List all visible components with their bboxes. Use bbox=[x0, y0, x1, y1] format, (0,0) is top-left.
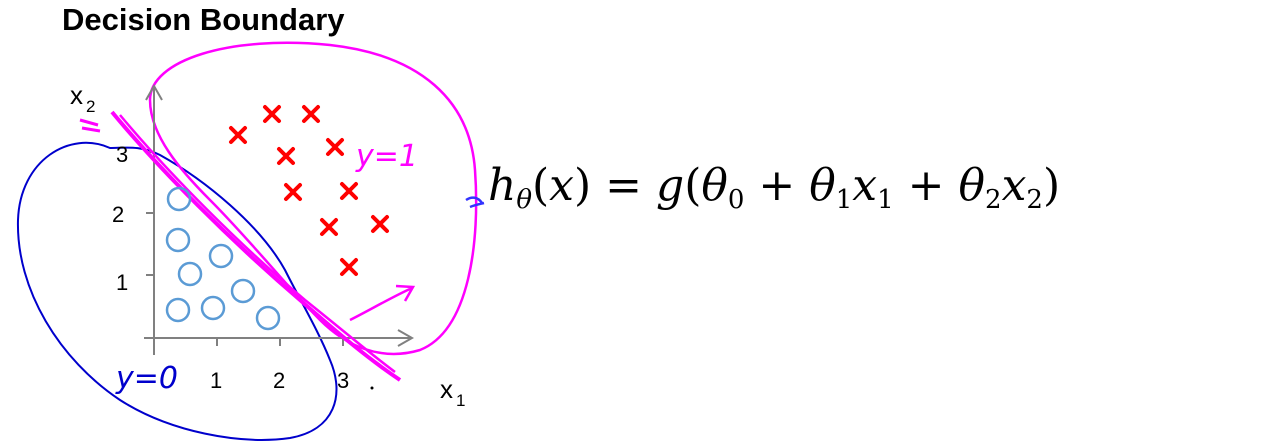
formula-paren-close: ) bbox=[1042, 160, 1061, 211]
positive-point bbox=[371, 215, 389, 233]
positive-point bbox=[326, 138, 344, 156]
y-axis-label: x bbox=[70, 80, 83, 110]
positive-point bbox=[263, 105, 281, 123]
formula-paren-open-2: ( bbox=[684, 160, 702, 211]
negative-point bbox=[177, 261, 203, 287]
formula-sub2b: 2 bbox=[1026, 185, 1043, 215]
y-tick-label-2: 2 bbox=[112, 202, 124, 227]
decision-boundary-line-overstroke bbox=[119, 114, 396, 374]
decision-boundary-line bbox=[110, 110, 402, 382]
negative-points bbox=[165, 186, 281, 331]
formula-sub1b: 1 bbox=[877, 185, 894, 215]
formula-plus-1: + bbox=[744, 160, 810, 211]
formula-x2: x bbox=[1001, 160, 1027, 211]
positive-region-outline bbox=[148, 41, 478, 356]
formula-sub2: 2 bbox=[985, 185, 1002, 215]
hypothesis-formula: hθ(x) = g(θ0 + θ1x1 + θ2x2) bbox=[488, 160, 1060, 215]
x-tick-label-1: 1 bbox=[210, 368, 222, 393]
formula-plus-2: + bbox=[893, 160, 959, 211]
formula-g: g bbox=[656, 160, 685, 211]
y-axis-arrow bbox=[145, 83, 163, 101]
positive-point bbox=[277, 147, 295, 165]
formula-theta2: θ bbox=[958, 160, 986, 211]
positive-point bbox=[229, 126, 247, 144]
negative-point bbox=[165, 297, 191, 323]
formula-x: x bbox=[549, 160, 574, 211]
formula-pointer-arrow bbox=[465, 196, 485, 209]
y-axis-subscript: 2 bbox=[86, 97, 95, 116]
negative-region-label: y=0 bbox=[115, 361, 178, 396]
x-tick-label-3: 3 bbox=[337, 368, 349, 393]
x-axis-subscript: 1 bbox=[456, 391, 465, 410]
negative-point bbox=[255, 305, 281, 331]
formula-theta0: θ bbox=[701, 160, 728, 211]
x-tick-label-2: 2 bbox=[273, 368, 285, 393]
formula-h: h bbox=[488, 160, 517, 211]
negative-point bbox=[200, 295, 226, 321]
formula-paren-open: ( bbox=[532, 160, 550, 211]
positive-region-label: y=1 bbox=[355, 139, 418, 174]
boundary-scribble bbox=[79, 118, 101, 133]
formula-theta1: θ bbox=[809, 160, 836, 211]
formula-x1: x bbox=[852, 160, 878, 211]
stray-mark bbox=[370, 386, 374, 390]
x-axis-arrow bbox=[397, 329, 415, 347]
formula-sub0: 0 bbox=[727, 185, 745, 215]
negative-point bbox=[166, 186, 192, 212]
formula-eq: ) = bbox=[574, 160, 657, 211]
positive-point bbox=[340, 258, 358, 276]
region-arrow bbox=[349, 284, 416, 322]
y-tick-label-1: 1 bbox=[116, 270, 128, 295]
x-axis-label: x bbox=[440, 374, 453, 404]
negative-point bbox=[208, 243, 234, 269]
negative-point bbox=[165, 227, 191, 253]
negative-point bbox=[230, 278, 256, 304]
positive-points bbox=[229, 105, 389, 276]
formula-theta-sub: θ bbox=[516, 185, 532, 215]
negative-region-outline bbox=[16, 141, 338, 441]
slide-title: Decision Boundary bbox=[62, 2, 345, 37]
y-tick-label-3: 3 bbox=[116, 142, 128, 167]
positive-point bbox=[302, 105, 320, 123]
positive-point bbox=[340, 182, 358, 200]
positive-point bbox=[284, 183, 302, 201]
formula-sub1: 1 bbox=[835, 185, 853, 215]
positive-point bbox=[320, 218, 338, 236]
